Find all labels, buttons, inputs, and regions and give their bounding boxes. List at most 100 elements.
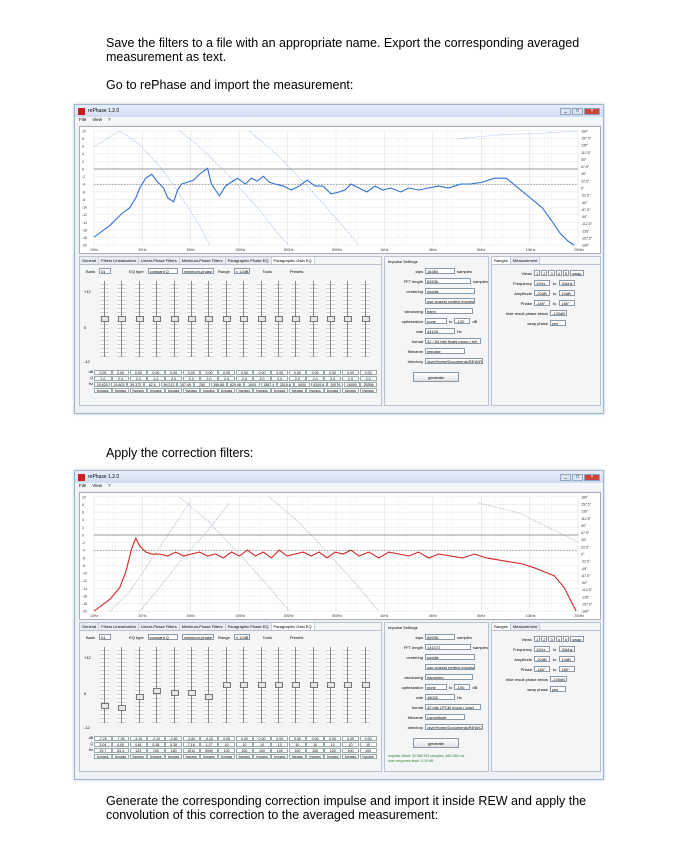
gain-slider[interactable] xyxy=(185,279,199,361)
slider-thumb[interactable] xyxy=(101,703,109,709)
amplitude-from-field[interactable]: -20dB xyxy=(534,290,550,296)
eq-cell-mode[interactable]: bypass xyxy=(341,387,360,393)
frequency-response-plot[interactable]: 10 8 6 4 2 0 -2 -4 -6 -8 -10 -12 -14 -16 -18 -20 180° 157… xyxy=(79,492,601,620)
eq-cell-q[interactable]: 4.00 xyxy=(111,741,130,747)
eq-cell-mode[interactable]: bypass xyxy=(306,753,324,759)
gain-slider[interactable] xyxy=(324,645,338,727)
eq-cell-db[interactable]: 0.00 xyxy=(288,735,307,741)
menu-file[interactable]: File xyxy=(79,483,87,488)
gain-slider[interactable] xyxy=(255,279,269,361)
gain-slider[interactable] xyxy=(289,279,303,361)
taps-field[interactable]: 65536 xyxy=(425,634,455,640)
amplitude-from-field[interactable]: -20dB xyxy=(534,656,550,662)
eq-cell-q[interactable]: 2.0 xyxy=(200,375,218,381)
eq-cell-mode[interactable]: bypass xyxy=(341,753,360,759)
gain-slider[interactable] xyxy=(115,645,129,727)
optimization-field[interactable]: none xyxy=(425,684,447,690)
slider-thumb[interactable] xyxy=(135,316,144,322)
eq-cell-mode[interactable]: bypass xyxy=(147,387,165,393)
eq-cell-q[interactable]: 2.0 xyxy=(271,375,289,381)
eqtype-select[interactable]: constant Q xyxy=(147,634,178,640)
tab-ranges[interactable]: Ranges xyxy=(492,257,511,264)
menu-help[interactable]: ? xyxy=(107,483,111,488)
tab-3[interactable]: Minimum-Phase Filters xyxy=(179,257,226,264)
fft-field[interactable]: 65536 xyxy=(425,278,471,284)
phase-to-field[interactable]: 180° xyxy=(559,666,576,672)
tab-2[interactable]: Linear-Phase Filters xyxy=(138,257,180,264)
eq-cell-db[interactable]: 0.00 xyxy=(182,369,200,375)
view-button[interactable]: 4 xyxy=(555,270,562,276)
eq-cell-q[interactable]: 2.0 xyxy=(235,375,253,381)
taps-field[interactable]: 16384 xyxy=(425,268,455,274)
eq-cell-hz[interactable]: 100 xyxy=(288,747,307,753)
phase-from-field[interactable]: -180° xyxy=(534,666,550,672)
eq-cell-mode[interactable]: bypass xyxy=(359,753,377,759)
eq-cell-hz[interactable]: 1010 xyxy=(182,747,200,753)
gain-slider[interactable] xyxy=(220,645,234,727)
frequency-to-field[interactable]: 30kHz xyxy=(559,646,576,652)
gain-slider[interactable] xyxy=(237,279,251,361)
amplitude-to-field[interactable]: 10dB xyxy=(559,656,576,662)
tab-measurement[interactable]: Measurement xyxy=(510,257,541,264)
gain-slider[interactable] xyxy=(237,645,251,727)
directory-field[interactable]: /dye/Home/Documents/REW/RePh xyxy=(425,358,483,364)
eq-cell-db[interactable]: 0.00 xyxy=(129,369,147,375)
slider-thumb[interactable] xyxy=(170,316,179,322)
eq-cell-hz[interactable]: 150 xyxy=(147,747,165,753)
slider-thumb[interactable] xyxy=(327,682,336,688)
eq-cell-q[interactable]: 4.61 xyxy=(129,741,147,747)
fft-field[interactable]: 131072 xyxy=(425,644,471,650)
bank-select[interactable]: 01 xyxy=(99,634,112,640)
eq-cell-hz[interactable]: 100 xyxy=(253,747,271,753)
eq-cell-hz[interactable]: 6349.6 xyxy=(310,381,327,387)
eq-cell-mode[interactable]: bypass xyxy=(94,753,112,759)
eq-cell-mode[interactable]: bypass xyxy=(129,387,147,393)
eq-cell-q[interactable]: 2.0 xyxy=(129,375,147,381)
eq-cell-hz[interactable]: 25398 xyxy=(360,381,377,387)
tab-1[interactable]: Filters Linearization xyxy=(99,257,139,264)
eq-cell-q[interactable]: 5.38 xyxy=(164,741,183,747)
eq-cell-db[interactable]: 0.00 xyxy=(306,735,324,741)
eq-cell-hz[interactable]: 1587.4 xyxy=(260,381,277,387)
eq-cell-q[interactable]: 10 xyxy=(253,741,271,747)
slider-thumb[interactable] xyxy=(101,316,109,322)
tab-0[interactable]: General xyxy=(80,623,100,630)
gain-slider[interactable] xyxy=(98,645,112,727)
eq-cell-q[interactable]: 10 xyxy=(235,741,253,747)
menu-file[interactable]: File xyxy=(79,117,87,122)
windowing-field[interactable]: hann xyxy=(425,308,473,314)
eq-cell-hz[interactable]: 53.3 xyxy=(111,747,130,753)
centering2-field[interactable]: use closest perfect impulse xyxy=(425,664,475,670)
windowing-field[interactable]: hamming xyxy=(425,674,473,680)
slider-thumb[interactable] xyxy=(257,682,266,688)
eq-cell-mode[interactable]: bypass xyxy=(324,387,342,393)
gain-slider[interactable] xyxy=(133,645,147,727)
eq-cell-db[interactable]: 0.00 xyxy=(147,369,165,375)
directory-field[interactable]: /dye/Home/Documents/REW/Corre xyxy=(425,724,483,730)
slider-thumb[interactable] xyxy=(205,316,214,322)
eq-cell-hz[interactable]: 10079 xyxy=(327,381,344,387)
gain-slider[interactable] xyxy=(341,279,355,361)
slider-thumb[interactable] xyxy=(222,316,231,322)
eq-cell-hz[interactable]: 396.85 xyxy=(210,381,227,387)
eq-cell-db[interactable]: 0.00 xyxy=(235,369,253,375)
slider-thumb[interactable] xyxy=(361,682,370,688)
slider-thumb[interactable] xyxy=(153,316,162,322)
eq-cell-mode[interactable]: bypass xyxy=(111,387,130,393)
slider-thumb[interactable] xyxy=(274,682,283,688)
close-button[interactable]: × xyxy=(584,473,600,481)
eq-cell-hz[interactable]: 157.49 xyxy=(177,381,194,387)
maximize-button[interactable]: □ xyxy=(572,107,583,115)
view-button[interactable]: 3 xyxy=(548,636,555,642)
menu-view[interactable]: View xyxy=(92,483,102,488)
tab-4[interactable]: Paragraphic Phase EQ xyxy=(225,623,272,630)
gain-slider[interactable] xyxy=(359,279,373,361)
gain-slider[interactable] xyxy=(255,645,269,727)
filename-field[interactable]: impulse xyxy=(425,348,465,354)
gain-slider[interactable] xyxy=(150,645,164,727)
view-button[interactable]: 2 xyxy=(541,270,548,276)
slider-thumb[interactable] xyxy=(153,688,162,695)
view-button[interactable]: 1 xyxy=(534,636,541,642)
eq-cell-hz[interactable]: 100 xyxy=(306,747,324,753)
slider-thumb[interactable] xyxy=(274,316,283,322)
